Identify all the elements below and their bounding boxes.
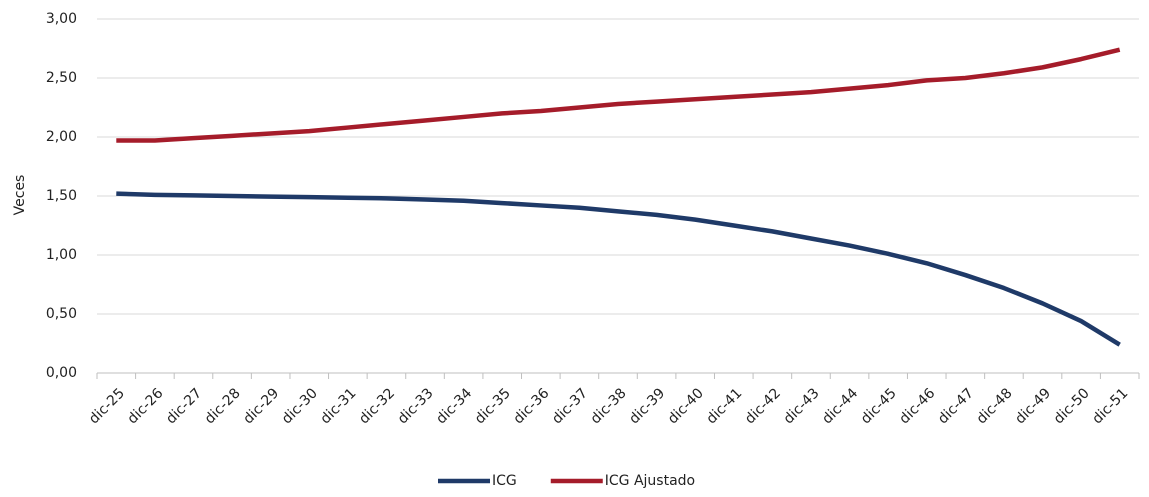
x-tick-label: dic-42 — [742, 385, 784, 427]
x-tick-label: dic-27 — [163, 385, 205, 427]
x-tick-label: dic-47 — [935, 385, 977, 427]
y-tick-label: 0,00 — [46, 365, 77, 381]
x-tick-label: dic-50 — [1051, 385, 1093, 427]
x-tick-label: dic-32 — [356, 385, 398, 427]
x-tick-label: dic-26 — [125, 385, 167, 427]
x-tick-label: dic-35 — [472, 385, 514, 427]
x-tick-label: dic-33 — [395, 385, 437, 427]
x-tick-label: dic-51 — [1089, 385, 1131, 427]
x-tick-label: dic-49 — [1012, 385, 1054, 427]
y-axis-label: Veces — [12, 175, 28, 216]
x-tick-label: dic-46 — [896, 385, 938, 427]
x-tick-label: dic-38 — [588, 385, 630, 427]
x-tick-label: dic-37 — [549, 385, 591, 427]
x-tick-label: dic-45 — [858, 385, 900, 427]
x-tick-label: dic-30 — [279, 385, 321, 427]
x-tick-label: dic-39 — [626, 385, 668, 427]
y-tick-label: 1,00 — [46, 247, 77, 263]
series-line — [116, 191, 1121, 347]
x-tick-label: dic-44 — [819, 385, 861, 427]
x-tick-label: dic-41 — [703, 385, 745, 427]
x-tick-label: dic-31 — [318, 385, 360, 427]
series-line — [116, 47, 1121, 143]
y-tick-label: 1,50 — [46, 188, 77, 204]
x-tick-label: dic-25 — [86, 385, 128, 427]
y-tick-label: 3,00 — [46, 11, 77, 27]
y-tick-label: 2,50 — [46, 70, 77, 86]
x-tick-label: dic-40 — [665, 385, 707, 427]
legend-label: ICG — [492, 473, 517, 489]
x-tick-label: dic-48 — [974, 385, 1016, 427]
y-tick-label: 2,00 — [46, 129, 77, 145]
x-tick-label: dic-43 — [781, 385, 823, 427]
x-tick-label: dic-34 — [433, 385, 475, 427]
y-tick-label: 0,50 — [46, 306, 77, 322]
x-tick-label: dic-36 — [511, 385, 553, 427]
legend-label: ICG Ajustado — [605, 473, 695, 489]
x-tick-label: dic-29 — [240, 385, 282, 427]
x-tick-label: dic-28 — [202, 385, 244, 427]
